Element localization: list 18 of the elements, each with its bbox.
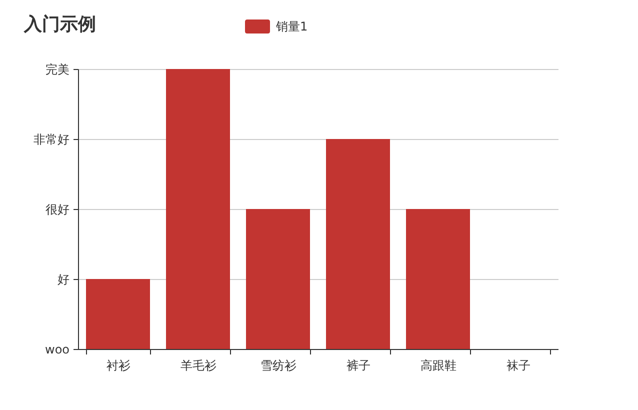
category-label: 完美 <box>46 62 70 76</box>
category-label: 很好 <box>46 202 70 216</box>
x-tick-label: 衬衫 <box>106 358 130 372</box>
bar <box>166 69 230 349</box>
category-label: 非常好 <box>34 132 70 146</box>
x-tick-label: 裤子 <box>346 358 370 372</box>
category-label: 好 <box>58 272 70 286</box>
bar <box>406 209 470 349</box>
bar <box>326 139 390 349</box>
x-tick-label: 羊毛衫 <box>180 358 216 372</box>
x-tick-label: 高跟鞋 <box>420 358 456 372</box>
x-tick-label: 雪纺衫 <box>260 358 296 372</box>
bar <box>246 209 310 349</box>
chart-title: 入门示例 <box>23 14 96 35</box>
x-tick-label: 袜子 <box>506 358 530 372</box>
bar <box>86 279 150 349</box>
category-label: woo <box>45 342 70 356</box>
legend-label: 销量1 <box>275 20 308 34</box>
